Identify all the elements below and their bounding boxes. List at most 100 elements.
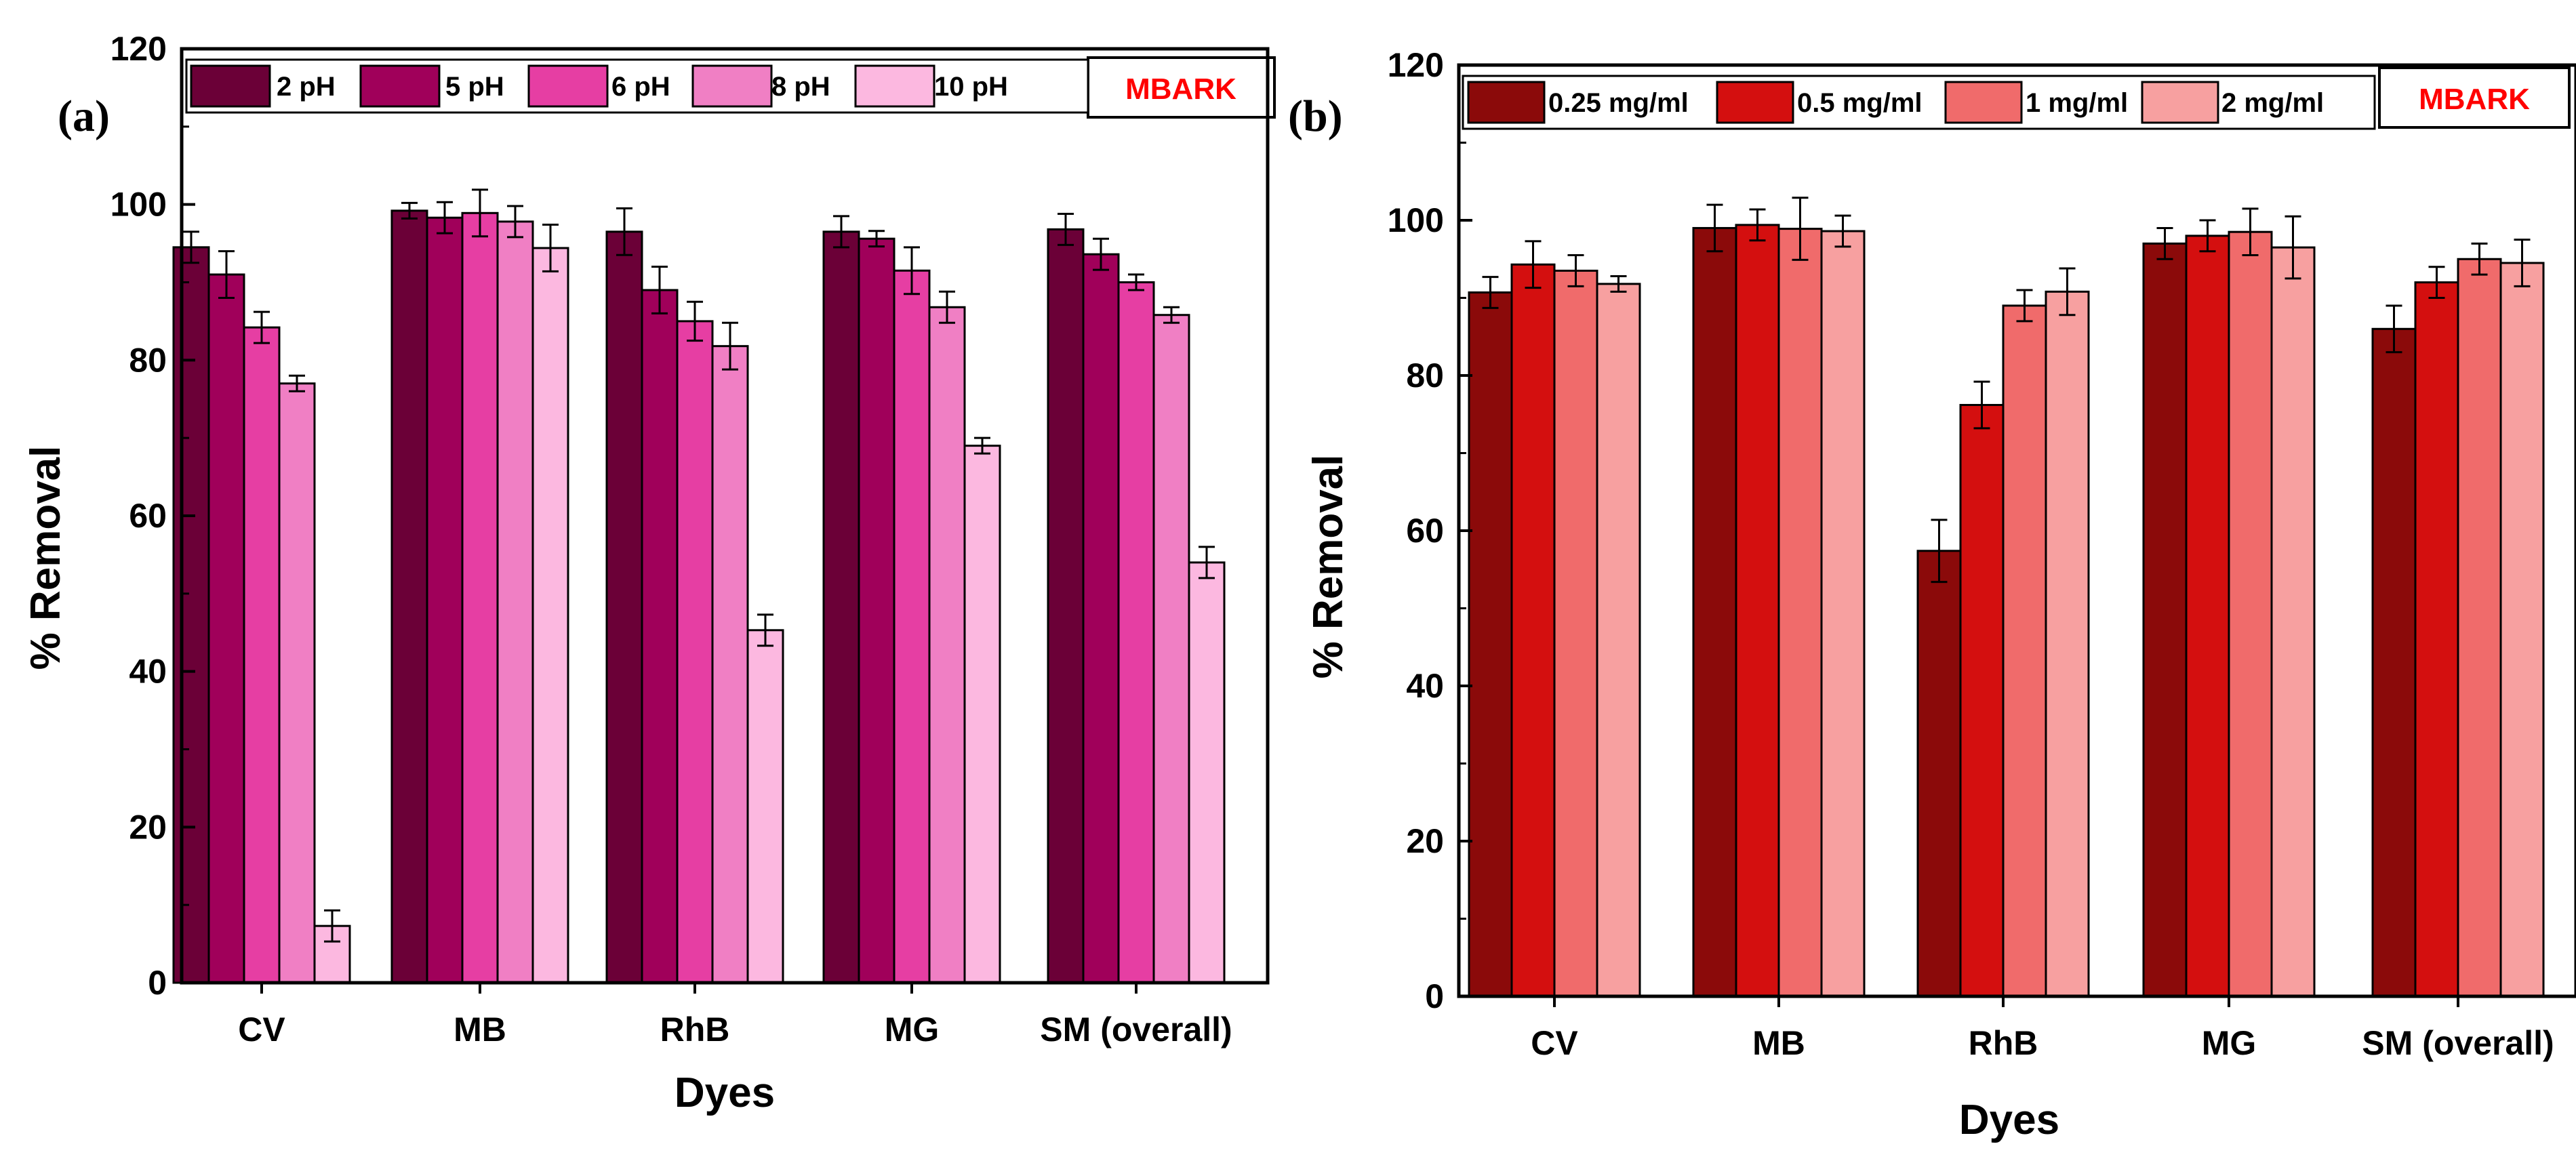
panel-a-y-tick-label: 20 [129,808,167,846]
panel-a-error-bar [542,224,559,272]
panel-b-error-bar [2059,267,2076,317]
panel-b-error-bar [1973,380,1990,430]
panel-b-brand: MBARK [2419,83,2530,116]
panel-b-bar [1777,228,1823,998]
panel-b-legend-box [1462,75,2376,130]
panel-b-legend-swatch [2141,81,2219,124]
panel-b-bar [2371,327,2417,998]
panel-a-y-tick-label: 120 [110,30,167,68]
panel-b-x-axis-title: Dyes [1959,1097,2059,1143]
panel-a-error-bar [757,613,773,647]
panel-b-error-bar [1749,208,1766,242]
panel-a-legend-label: 5 pH [445,72,504,102]
panel-a-x-tick-label: RhB [660,1011,730,1048]
panel-b-error-bar [2199,219,2216,253]
panel-a-x-tick-label: CV [238,1011,285,1048]
panel-b-error-bar [1931,518,1948,584]
panel-b-legend-label: 1 mg/ml [2026,88,2128,118]
panel-b-error-bar [1706,203,1723,253]
panel-b-bar [1959,404,2005,998]
panel-a-bar [893,269,931,984]
panel-b-bar [1510,263,1556,998]
panel-b-bar [2002,304,2047,998]
panel-a-error-bar [833,215,849,249]
panel-a-bar [1188,561,1226,984]
panel-a-y-tick-label: 60 [129,497,167,535]
panel-a-error-bar [904,246,920,296]
panel-b-bar [2270,246,2316,998]
panel-a-bar [822,230,860,984]
panel-a-error-bar [1128,273,1144,291]
panel-b-chart: (b) % Removal Dyes MBARK 0 20 40 60 80 100 120… [1288,46,2576,1143]
panel-b-bar [1735,224,1780,998]
panel-b-bar [2228,230,2273,998]
panel-a-error-bar [868,230,885,248]
panel-a-error-bar [401,201,418,220]
panel-b-error-bar [1610,274,1627,293]
panel-a-chart: (a) % Removal Dyes MBARK 0 20 40 60 80 100 120… [22,30,1276,1116]
panel-b-legend-label: 2 mg/ml [2221,88,2324,118]
panel-a-bar [641,289,679,984]
panel-a-error-bar [1199,546,1215,579]
panel-a-legend-label: 6 pH [611,72,670,102]
panel-b-error-bar [2285,215,2301,280]
panel-a-error-bar [507,205,523,239]
panel-b-brand-box [2378,66,2571,129]
panel-a-legend-label: 10 pH [934,72,1008,102]
panel-a-bar [676,320,714,984]
panel-a-legend: 2 pH 5 pH 6 pH 8 pH 10 pH [185,58,1089,114]
panel-b-legend-swatch [1467,81,1546,124]
panel-b-y-tick-label: 20 [1406,822,1444,860]
panel-a-error-bar [651,266,668,314]
panel-b-bar [1468,291,1513,998]
panel-a-bar [496,220,534,984]
panel-a-x-tick-label: MG [885,1011,940,1048]
panel-b-error-bar [1792,197,1809,261]
panel-a-legend-swatch [854,64,935,108]
panel-b-y-tick-label: 80 [1406,357,1444,394]
panel-b-error-bar [2386,304,2402,354]
panel-b-bar [2499,262,2545,998]
panel-a-legend-box [185,58,1089,114]
panel-a-y-tick-label: 80 [129,341,167,379]
panel-b-error-bar [1525,240,1542,289]
panel-b-error-bar [2016,289,2033,323]
panel-a-bar [1047,228,1085,984]
panel-b-y-tick-label: 40 [1406,667,1444,705]
panel-b-error-bar [1834,214,1851,248]
panel-b-bar [1916,550,1962,998]
panel-a-bar [963,445,1001,984]
panel-b-bar [1692,226,1737,998]
panel-a-error-bar [687,300,703,342]
panel-b-bar [2045,290,2090,998]
panel-a-bar [858,237,895,984]
panel-b-y-tick-label: 100 [1388,201,1444,239]
panel-a-legend-swatch [691,64,773,108]
panel-a-legend-swatch [527,64,609,108]
panel-b-error-bar [2156,226,2173,260]
panel-b-error-bar [1482,276,1499,309]
panel-b-y-axis-title: % Removal [1305,455,1352,679]
panel-a-error-bar [1093,237,1109,271]
panel-a-error-bar [616,207,632,256]
panel-a-legend-swatch [190,64,271,108]
panel-a-bar [711,345,749,984]
panel-a-x-tick-label: MB [454,1011,506,1048]
panel-a-bar [531,247,569,984]
panel-b-bar [1596,283,1641,998]
panel-b-error-bar [2471,242,2488,276]
panel-a-x-tick-label: SM (overall) [1040,1011,1232,1048]
panel-a-bar [1152,314,1190,984]
panel-b-legend-label: 0.25 mg/ml [1548,88,1689,118]
panel-a-error-bar [254,310,270,344]
panel-a-bar [605,230,643,984]
panel-b-bar [2457,258,2502,998]
panel-a-bar [207,273,245,984]
panel-a-brand: MBARK [1125,73,1236,106]
panel-a-bar [172,246,210,984]
panel-b-y-tick-label: 120 [1388,46,1444,84]
panel-a-error-bar [218,250,235,299]
panel-a-y-axis-title: % Removal [22,446,69,670]
panel-a-bar [1082,253,1120,984]
